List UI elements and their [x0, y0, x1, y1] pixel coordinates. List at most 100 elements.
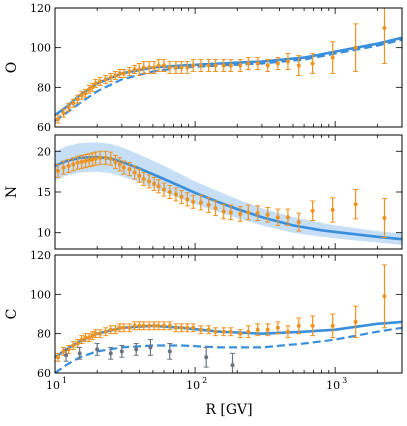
y-tick-label: 20: [37, 145, 51, 158]
nitrogen-data-point-marker: [108, 156, 113, 161]
oxygen-data-point-marker: [179, 65, 184, 70]
carbon-secondary-data-point-marker: [108, 351, 113, 356]
carbon-data-point: [173, 323, 179, 333]
y-tick-label: 15: [37, 186, 51, 199]
carbon-plot-area: [55, 264, 402, 373]
oxygen-data-point: [82, 88, 88, 98]
carbon-model-line: [55, 320, 402, 359]
oxygen-data-point-marker: [228, 63, 233, 68]
oxygen-data-point-marker: [156, 63, 161, 68]
x-tick-label-base: 10: [326, 379, 340, 392]
carbon-secondary-data-point: [108, 346, 114, 360]
nitrogen-data-point: [213, 200, 219, 217]
carbon-secondary-data-point-marker: [148, 345, 153, 350]
carbon-data-point: [206, 325, 212, 335]
nitrogen-model-line: [55, 155, 402, 241]
oxygen-data-point: [245, 57, 251, 70]
carbon-data-point: [161, 321, 167, 331]
carbon-data-point-marker: [173, 325, 178, 330]
carbon-data-point-marker: [198, 327, 203, 332]
carbon-data-point-marker: [98, 331, 103, 336]
oxygen-data-point-marker: [310, 61, 315, 66]
carbon-data-point: [213, 327, 219, 337]
oxygen-data-point: [310, 53, 316, 74]
nitrogen-data-point: [156, 179, 162, 194]
nitrogen-data-point-marker: [179, 194, 184, 199]
carbon-data-point: [132, 321, 138, 331]
oxygen-data-point: [75, 94, 81, 104]
carbon-data-point: [275, 321, 281, 335]
nitrogen-data-point-marker: [213, 206, 218, 211]
nitrogen-data-point-marker: [191, 199, 196, 204]
nitrogen-data-point-marker: [206, 203, 211, 208]
nitrogen-data-point-marker: [198, 200, 203, 205]
carbon-data-point: [70, 341, 76, 350]
oxygen-data-point-marker: [87, 87, 92, 92]
oxygen-data-point-marker: [265, 63, 270, 68]
nitrogen-data-point: [206, 197, 212, 213]
oxygen-data-point: [136, 63, 142, 76]
carbon-secondary-data-point-marker: [167, 349, 172, 354]
carbon-data-point-marker: [117, 325, 122, 330]
nitrogen-data-point: [132, 165, 138, 180]
carbon-data-point-marker: [191, 325, 196, 330]
nitrogen-data-point: [285, 208, 291, 226]
carbon-data-point-marker: [55, 355, 60, 360]
nitrogen-data-point-marker: [113, 159, 118, 164]
nitrogen-data-point-marker: [382, 216, 387, 221]
carbon-secondary-data-point-marker: [230, 363, 235, 368]
oxygen-data-point-marker: [173, 65, 178, 70]
nitrogen-data-point: [198, 194, 204, 211]
carbon-data-point: [156, 321, 162, 331]
carbon-data-point-marker: [238, 331, 243, 336]
carbon-data-point: [221, 327, 227, 337]
nitrogen-data-point-marker: [185, 197, 190, 202]
carbon-data-point: [330, 313, 336, 339]
nitrogen-data-point: [353, 189, 359, 220]
carbon-data-point-marker: [121, 325, 126, 330]
oxygen-data-point: [132, 65, 138, 74]
carbon-data-point-marker: [167, 323, 172, 328]
carbon-secondary-data-point: [63, 348, 69, 362]
nitrogen-data-point: [190, 194, 196, 209]
nitrogen-data-point-marker: [152, 181, 157, 186]
carbon-data-point: [103, 327, 109, 337]
oxygen-data-point-marker: [61, 111, 66, 116]
nitrogen-data-point: [167, 184, 173, 200]
nitrogen-data-point-marker: [87, 158, 92, 163]
carbon-data-point-marker: [108, 327, 113, 332]
oxygen-data-point: [55, 114, 61, 124]
nitrogen-data-point: [228, 204, 234, 221]
nitrogen-data-point: [121, 160, 127, 175]
nitrogen-data-point-marker: [90, 157, 95, 162]
carbon-data-point-marker: [127, 325, 132, 330]
oxygen-data-point: [353, 23, 359, 72]
panel-oxygen: 60 80 100 120 O: [4, 2, 403, 134]
nitrogen-y-axis-label: N: [4, 186, 20, 198]
nitrogen-data-point-marker: [275, 215, 280, 220]
carbon-y-axis-label: C: [4, 309, 20, 320]
carbon-secondary-data-point: [167, 343, 173, 360]
oxygen-data-point: [93, 78, 99, 88]
nitrogen-data-point: [184, 192, 190, 207]
nitrogen-data-point: [70, 157, 76, 172]
carbon-data-point: [198, 325, 204, 335]
carbon-secondary-data-point: [94, 343, 100, 356]
oxygen-data-point-marker: [285, 59, 290, 64]
carbon-data-point-marker: [228, 329, 233, 334]
carbon-data-point: [112, 325, 118, 335]
oxygen-data-point: [173, 61, 179, 74]
x-tick-label: 10 1: [46, 376, 67, 392]
oxygen-data-point-marker: [152, 65, 157, 70]
oxygen-data-point-marker: [83, 91, 88, 96]
oxygen-data-point: [156, 59, 162, 72]
carbon-secondary-data-point: [147, 339, 153, 356]
carbon-data-point-marker: [265, 327, 270, 332]
carbon-data-point-marker: [71, 343, 76, 348]
carbon-data-point-marker: [310, 323, 315, 328]
carbon-data-point-marker: [137, 323, 142, 328]
nitrogen-data-point: [255, 205, 261, 221]
carbon-data-point-marker: [147, 323, 152, 328]
carbon-y-axis: 60 80 100 120: [30, 249, 402, 380]
carbon-data-point-marker: [353, 319, 358, 324]
